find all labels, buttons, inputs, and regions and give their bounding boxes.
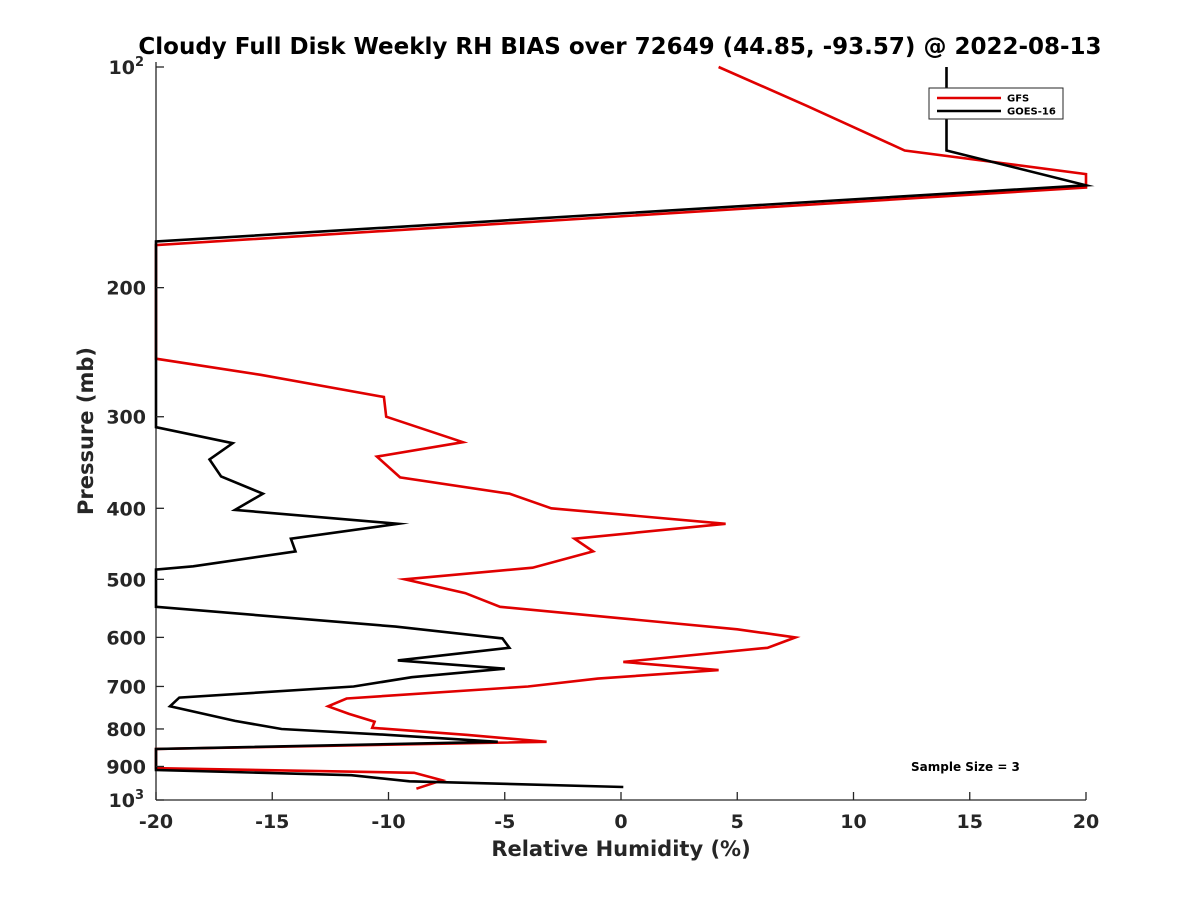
legend-items: GFS GOES-16 <box>937 94 1056 118</box>
y-tick-label: 10 <box>109 57 135 79</box>
plot-area <box>154 62 1095 801</box>
legend-label: GOES-16 <box>1007 107 1056 118</box>
y-tick-label: 500 <box>106 569 146 591</box>
y-tick-exponent: 2 <box>135 55 144 70</box>
y-tick-label: 600 <box>106 627 146 649</box>
x-tick-label: -5 <box>494 811 515 833</box>
x-axis-label: Relative Humidity (%) <box>491 837 750 861</box>
x-tick-label: 20 <box>1073 811 1099 833</box>
y-tick-exponent: 3 <box>135 788 144 803</box>
y-tick-base: 10 <box>109 790 135 812</box>
x-tick-label: 15 <box>957 811 983 833</box>
x-tick-label: -10 <box>371 811 405 833</box>
y-tick-label: 10 <box>109 790 135 812</box>
legend: GFS GOES-16 <box>928 87 1064 120</box>
x-tick-label: 0 <box>614 811 627 833</box>
series-line-gfs <box>154 65 1088 790</box>
y-tick-label: 400 <box>106 498 146 520</box>
legend-label: GFS <box>1007 94 1029 105</box>
x-tick-label: -20 <box>139 811 173 833</box>
series-layer <box>154 65 1095 790</box>
x-tick-label: 5 <box>731 811 744 833</box>
x-tick-label: -15 <box>255 811 289 833</box>
y-tick-label: 300 <box>106 407 146 429</box>
series-line-goes-16 <box>154 67 1095 789</box>
y-tick-label: 800 <box>106 719 146 741</box>
y-tick-base: 10 <box>109 57 135 79</box>
chart-title: Cloudy Full Disk Weekly RH BIAS over 726… <box>138 34 1101 60</box>
y-tick-label: 200 <box>106 278 146 300</box>
y-tick-label: 900 <box>106 756 146 778</box>
legend-box <box>928 87 1064 120</box>
x-axis-ticks: -20 -15 -10 -5 0 5 10 15 20 <box>139 792 1099 833</box>
y-tick-label: 700 <box>106 676 146 698</box>
sample-size-annotation: Sample Size = 3 <box>911 760 1020 774</box>
y-axis-label: Pressure (mb) <box>74 347 98 515</box>
x-tick-label: 10 <box>840 811 866 833</box>
